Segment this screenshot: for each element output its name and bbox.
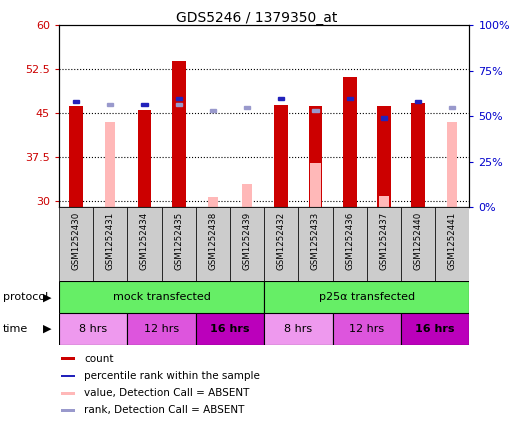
Bar bbox=[59, 207, 93, 281]
Bar bbox=[367, 207, 401, 281]
Text: ▶: ▶ bbox=[43, 292, 51, 302]
Text: GSM1252432: GSM1252432 bbox=[277, 212, 286, 270]
Bar bbox=[59, 281, 264, 313]
Bar bbox=[137, 110, 151, 207]
Bar bbox=[309, 106, 322, 207]
Text: time: time bbox=[3, 324, 28, 334]
Bar bbox=[435, 207, 469, 281]
Bar bbox=[310, 163, 321, 207]
Text: GSM1252439: GSM1252439 bbox=[243, 212, 251, 269]
Bar bbox=[377, 106, 391, 207]
Bar bbox=[93, 207, 127, 281]
Text: 8 hrs: 8 hrs bbox=[284, 324, 312, 334]
Bar bbox=[62, 357, 74, 360]
Bar bbox=[172, 60, 186, 207]
Text: 12 hrs: 12 hrs bbox=[349, 324, 384, 334]
Bar bbox=[62, 409, 74, 412]
Text: GSM1252441: GSM1252441 bbox=[448, 212, 457, 270]
Text: ▶: ▶ bbox=[43, 324, 51, 334]
Text: count: count bbox=[85, 354, 114, 364]
Bar bbox=[73, 100, 79, 103]
Text: rank, Detection Call = ABSENT: rank, Detection Call = ABSENT bbox=[85, 406, 245, 415]
Bar bbox=[299, 207, 332, 281]
Bar bbox=[278, 97, 284, 101]
Bar bbox=[381, 116, 387, 120]
Bar bbox=[244, 106, 250, 109]
Bar bbox=[142, 103, 148, 106]
Bar bbox=[401, 207, 435, 281]
Bar bbox=[411, 103, 425, 207]
Text: p25α transfected: p25α transfected bbox=[319, 292, 415, 302]
Bar bbox=[175, 97, 182, 101]
Bar bbox=[107, 103, 113, 106]
Bar bbox=[264, 313, 332, 345]
Bar bbox=[274, 104, 288, 207]
Bar bbox=[332, 313, 401, 345]
Text: value, Detection Call = ABSENT: value, Detection Call = ABSENT bbox=[85, 388, 250, 398]
Text: 16 hrs: 16 hrs bbox=[416, 324, 455, 334]
Bar bbox=[127, 313, 196, 345]
Text: GSM1252436: GSM1252436 bbox=[345, 212, 354, 270]
Bar bbox=[105, 122, 115, 207]
Bar bbox=[415, 100, 421, 103]
Text: GDS5246 / 1379350_at: GDS5246 / 1379350_at bbox=[176, 11, 337, 25]
Bar bbox=[242, 184, 252, 207]
Bar bbox=[264, 207, 299, 281]
Bar bbox=[332, 207, 367, 281]
Text: GSM1252435: GSM1252435 bbox=[174, 212, 183, 270]
Bar bbox=[62, 392, 74, 395]
Bar bbox=[379, 196, 389, 207]
Bar bbox=[162, 207, 196, 281]
Bar bbox=[447, 122, 458, 207]
Bar bbox=[59, 313, 127, 345]
Bar bbox=[230, 207, 264, 281]
Bar bbox=[208, 197, 218, 207]
Text: GSM1252437: GSM1252437 bbox=[380, 212, 388, 270]
Text: GSM1252438: GSM1252438 bbox=[208, 212, 218, 270]
Bar bbox=[312, 109, 319, 112]
Text: 16 hrs: 16 hrs bbox=[210, 324, 250, 334]
Bar bbox=[347, 97, 353, 101]
Text: GSM1252433: GSM1252433 bbox=[311, 212, 320, 270]
Text: GSM1252431: GSM1252431 bbox=[106, 212, 115, 270]
Bar bbox=[401, 313, 469, 345]
Text: protocol: protocol bbox=[3, 292, 48, 302]
Text: GSM1252434: GSM1252434 bbox=[140, 212, 149, 270]
Bar bbox=[449, 106, 456, 109]
Bar bbox=[196, 313, 264, 345]
Text: GSM1252440: GSM1252440 bbox=[413, 212, 423, 270]
Bar bbox=[196, 207, 230, 281]
Text: mock transfected: mock transfected bbox=[113, 292, 210, 302]
Bar bbox=[69, 106, 83, 207]
Text: percentile rank within the sample: percentile rank within the sample bbox=[85, 371, 261, 381]
Bar bbox=[175, 103, 182, 106]
Bar bbox=[210, 109, 216, 112]
Text: GSM1252430: GSM1252430 bbox=[72, 212, 81, 270]
Text: 8 hrs: 8 hrs bbox=[79, 324, 107, 334]
Bar bbox=[264, 281, 469, 313]
Bar bbox=[62, 375, 74, 377]
Text: 12 hrs: 12 hrs bbox=[144, 324, 179, 334]
Bar bbox=[343, 77, 357, 207]
Bar bbox=[127, 207, 162, 281]
